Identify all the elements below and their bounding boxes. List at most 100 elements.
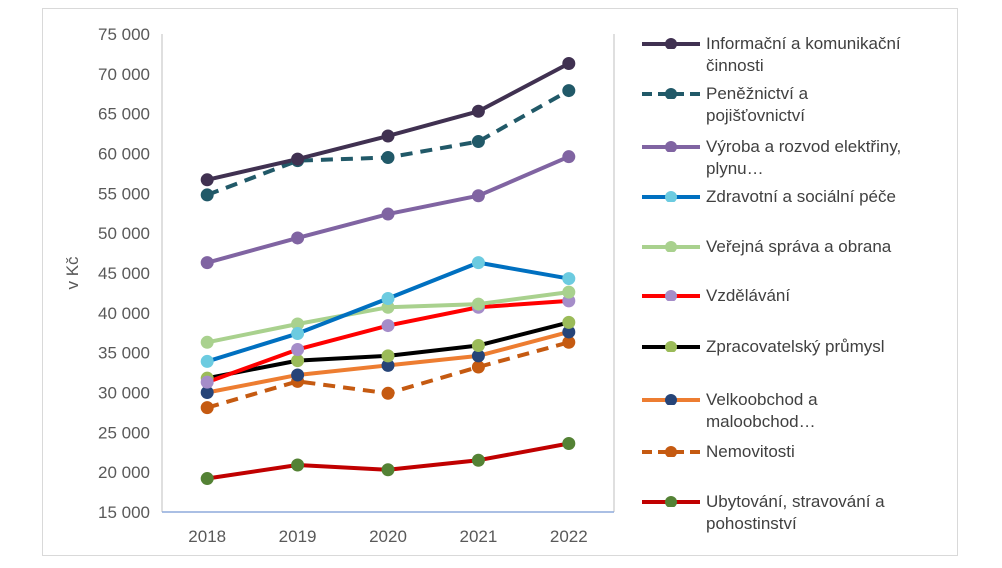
data-point bbox=[562, 272, 576, 286]
y-tick-label: 15 000 bbox=[98, 503, 150, 522]
x-tick-label: 2018 bbox=[188, 527, 226, 546]
data-point bbox=[471, 453, 485, 467]
data-point bbox=[200, 173, 214, 187]
data-point bbox=[381, 291, 395, 305]
legend-item: Zpracovatelský průmysl bbox=[640, 328, 960, 378]
y-tick-label: 50 000 bbox=[98, 224, 150, 243]
y-tick-label: 55 000 bbox=[98, 184, 150, 203]
data-point bbox=[291, 368, 305, 382]
data-point bbox=[291, 458, 305, 472]
legend-marker bbox=[665, 88, 677, 99]
y-tick-label: 25 000 bbox=[98, 423, 150, 442]
legend-item: Nemovitosti bbox=[640, 433, 960, 483]
legend-marker bbox=[665, 191, 677, 202]
legend-item: Velkoobchod a maloobchod… bbox=[640, 381, 960, 431]
data-point bbox=[471, 104, 485, 118]
legend-label: Informační a komunikační činnosti bbox=[706, 34, 901, 75]
data-point bbox=[562, 285, 576, 299]
data-point bbox=[471, 297, 485, 311]
y-tick-label: 20 000 bbox=[98, 463, 150, 482]
y-tick-label: 65 000 bbox=[98, 105, 150, 124]
data-point bbox=[381, 463, 395, 477]
legend-marker bbox=[665, 446, 677, 457]
legend-item: Informační a komunikační činnosti bbox=[640, 25, 960, 75]
legend-label: Vzdělávání bbox=[706, 286, 791, 305]
legend-label: Výroba a rozvod elektřiny, plynu… bbox=[706, 137, 902, 178]
series-lines bbox=[205, 61, 571, 481]
data-point bbox=[562, 84, 576, 98]
y-tick-label: 40 000 bbox=[98, 304, 150, 323]
data-point bbox=[471, 256, 485, 270]
legend-label: Velkoobchod a maloobchod… bbox=[706, 390, 818, 431]
data-point bbox=[562, 150, 576, 164]
y-tick-label: 70 000 bbox=[98, 65, 150, 84]
legend-swatch bbox=[642, 341, 700, 352]
data-point bbox=[200, 354, 214, 368]
legend-swatch bbox=[642, 241, 700, 252]
legend-item: Veřejná správa a obrana bbox=[640, 228, 960, 278]
data-point bbox=[381, 319, 395, 333]
data-point bbox=[200, 401, 214, 415]
x-tick-label: 2020 bbox=[369, 527, 407, 546]
data-point bbox=[381, 129, 395, 143]
legend-label: Nemovitosti bbox=[706, 442, 795, 461]
legend-label: Ubytování, stravování a pohostinství bbox=[706, 492, 885, 533]
legend-marker bbox=[665, 290, 677, 301]
legend-item: Ubytování, stravování a pohostinství bbox=[640, 483, 960, 533]
y-tick-label: 30 000 bbox=[98, 384, 150, 403]
legend-label: Zdravotní a sociální péče bbox=[706, 187, 896, 206]
data-point bbox=[562, 56, 576, 70]
legend-item: Zdravotní a sociální péče bbox=[640, 178, 960, 228]
legend-label: Peněžnictví a pojišťovnictví bbox=[706, 84, 809, 125]
y-tick-labels: 15 000 20 000 25 000 30 000 35 000 40 000 45 0… bbox=[98, 25, 150, 522]
data-point bbox=[200, 188, 214, 202]
x-tick-label: 2022 bbox=[550, 527, 588, 546]
legend-marker bbox=[665, 341, 677, 352]
x-tick-label: 2021 bbox=[459, 527, 497, 546]
y-tick-label: 60 000 bbox=[98, 145, 150, 164]
data-point bbox=[471, 338, 485, 352]
data-point bbox=[291, 342, 305, 356]
legend-item: Peněžnictví a pojišťovnictví bbox=[640, 75, 960, 125]
y-axis-label: v Kč bbox=[63, 256, 82, 290]
data-point bbox=[200, 335, 214, 349]
y-tick-label: 75 000 bbox=[98, 25, 150, 44]
legend-item: Výroba a rozvod elektřiny, plynu… bbox=[640, 128, 960, 178]
legend-swatch bbox=[642, 191, 700, 202]
data-point bbox=[291, 152, 305, 166]
data-point bbox=[471, 135, 485, 149]
x-tick-label: 2019 bbox=[279, 527, 317, 546]
data-point bbox=[381, 150, 395, 164]
data-point bbox=[291, 327, 305, 341]
y-tick-label: 35 000 bbox=[98, 344, 150, 363]
legend-swatch bbox=[642, 290, 700, 301]
data-point bbox=[562, 436, 576, 450]
legend-marker bbox=[665, 241, 677, 252]
data-point bbox=[562, 315, 576, 329]
legend-marker bbox=[665, 141, 677, 152]
data-point bbox=[381, 349, 395, 363]
legend-marker bbox=[665, 38, 677, 49]
data-point bbox=[200, 375, 214, 389]
data-point bbox=[381, 386, 395, 400]
legend-marker bbox=[665, 394, 677, 405]
legend-label: Zpracovatelský průmysl bbox=[706, 337, 885, 356]
chart-axes bbox=[161, 34, 615, 513]
data-point bbox=[200, 472, 214, 486]
data-point bbox=[471, 189, 485, 203]
legend-swatch bbox=[642, 394, 700, 405]
legend-swatch bbox=[642, 88, 700, 99]
legend-marker bbox=[665, 496, 677, 507]
legend-swatch bbox=[642, 38, 700, 49]
y-tick-label: 45 000 bbox=[98, 264, 150, 283]
data-point bbox=[291, 354, 305, 368]
legend-item: Vzdělávání bbox=[640, 277, 960, 327]
legend-label: Veřejná správa a obrana bbox=[706, 237, 892, 256]
data-point bbox=[381, 207, 395, 221]
data-point bbox=[200, 256, 214, 270]
data-point bbox=[471, 360, 485, 374]
legend-swatch bbox=[642, 496, 700, 507]
legend-swatch bbox=[642, 446, 700, 457]
data-point bbox=[291, 231, 305, 245]
